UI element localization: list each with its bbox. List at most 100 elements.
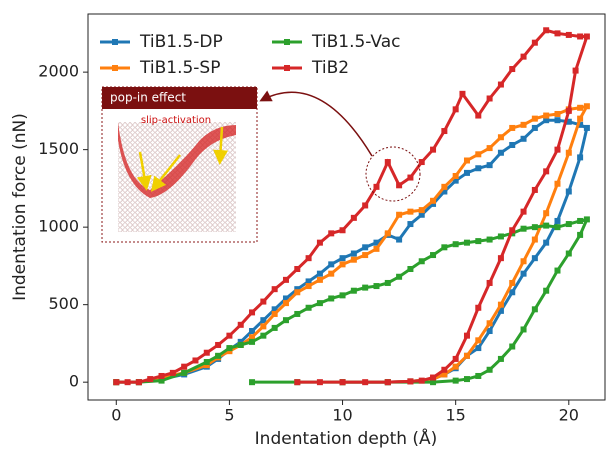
point xyxy=(531,255,538,262)
point xyxy=(328,230,335,237)
inset-label: slip-activation xyxy=(141,115,211,126)
point xyxy=(565,149,572,156)
plot-frame xyxy=(87,13,606,401)
point xyxy=(430,252,437,259)
point xyxy=(554,224,561,231)
highlight-circle xyxy=(365,146,421,202)
point xyxy=(260,317,267,324)
point xyxy=(475,337,482,344)
point xyxy=(543,222,550,229)
legend-label: TiB1.5-SP xyxy=(139,58,220,78)
point xyxy=(294,379,301,386)
point xyxy=(249,309,256,316)
legend-label: TiB2 xyxy=(311,58,349,78)
point xyxy=(497,149,504,156)
point xyxy=(554,217,561,224)
point xyxy=(396,236,403,243)
point xyxy=(384,159,391,166)
point xyxy=(407,221,414,228)
point xyxy=(565,188,572,195)
point xyxy=(339,227,346,234)
x-tick-label: 20 xyxy=(559,406,579,425)
point xyxy=(181,369,188,376)
point xyxy=(203,362,210,369)
point xyxy=(305,255,312,262)
point xyxy=(418,377,425,384)
point xyxy=(497,301,504,308)
point xyxy=(543,27,550,34)
point xyxy=(441,188,448,195)
point xyxy=(486,328,493,335)
point xyxy=(543,210,550,217)
series-line xyxy=(116,28,589,384)
point xyxy=(509,279,516,286)
point xyxy=(583,216,590,223)
point xyxy=(531,236,538,243)
point xyxy=(572,67,579,74)
point xyxy=(271,306,278,313)
point xyxy=(362,244,369,251)
point xyxy=(226,332,233,339)
point xyxy=(282,317,289,324)
point xyxy=(565,221,572,228)
point xyxy=(531,115,538,122)
point xyxy=(215,341,222,348)
point xyxy=(203,359,210,366)
point xyxy=(316,379,323,386)
point xyxy=(430,146,437,153)
point xyxy=(531,306,538,313)
point xyxy=(452,363,459,370)
point xyxy=(452,106,459,113)
point xyxy=(583,33,590,40)
point xyxy=(531,224,538,231)
point xyxy=(135,379,142,386)
point xyxy=(565,118,572,125)
point xyxy=(441,366,448,373)
point xyxy=(497,255,504,262)
point xyxy=(577,231,584,238)
point xyxy=(305,283,312,290)
point xyxy=(509,66,516,73)
point xyxy=(452,377,459,384)
point xyxy=(237,338,244,345)
point xyxy=(373,245,380,252)
point xyxy=(249,334,256,341)
point xyxy=(328,295,335,302)
point xyxy=(316,300,323,307)
point xyxy=(497,355,504,362)
point xyxy=(226,348,233,355)
point xyxy=(577,154,584,161)
point xyxy=(192,357,199,364)
point xyxy=(350,287,357,294)
point xyxy=(520,121,527,128)
inset-title: pop-in effect xyxy=(110,91,186,105)
point xyxy=(430,197,437,204)
point xyxy=(543,112,550,119)
point xyxy=(486,279,493,286)
point xyxy=(497,307,504,314)
x-tick-label: 5 xyxy=(224,406,234,425)
point xyxy=(520,326,527,333)
point xyxy=(407,378,414,385)
legend-label: TiB1.5-Vac xyxy=(311,32,401,52)
point xyxy=(577,121,584,128)
point xyxy=(543,239,550,246)
point xyxy=(583,103,590,110)
point xyxy=(543,168,550,175)
point xyxy=(463,157,470,164)
legend-marker xyxy=(112,39,118,45)
point xyxy=(520,208,527,215)
point xyxy=(577,217,584,224)
point xyxy=(305,278,312,285)
point xyxy=(554,180,561,187)
inset: pop-in effect slip-activation xyxy=(101,86,258,243)
point xyxy=(407,208,414,215)
point xyxy=(486,236,493,243)
point xyxy=(430,200,437,207)
point xyxy=(475,151,482,158)
point xyxy=(373,239,380,246)
point xyxy=(339,255,346,262)
point xyxy=(418,207,425,214)
point xyxy=(520,270,527,277)
